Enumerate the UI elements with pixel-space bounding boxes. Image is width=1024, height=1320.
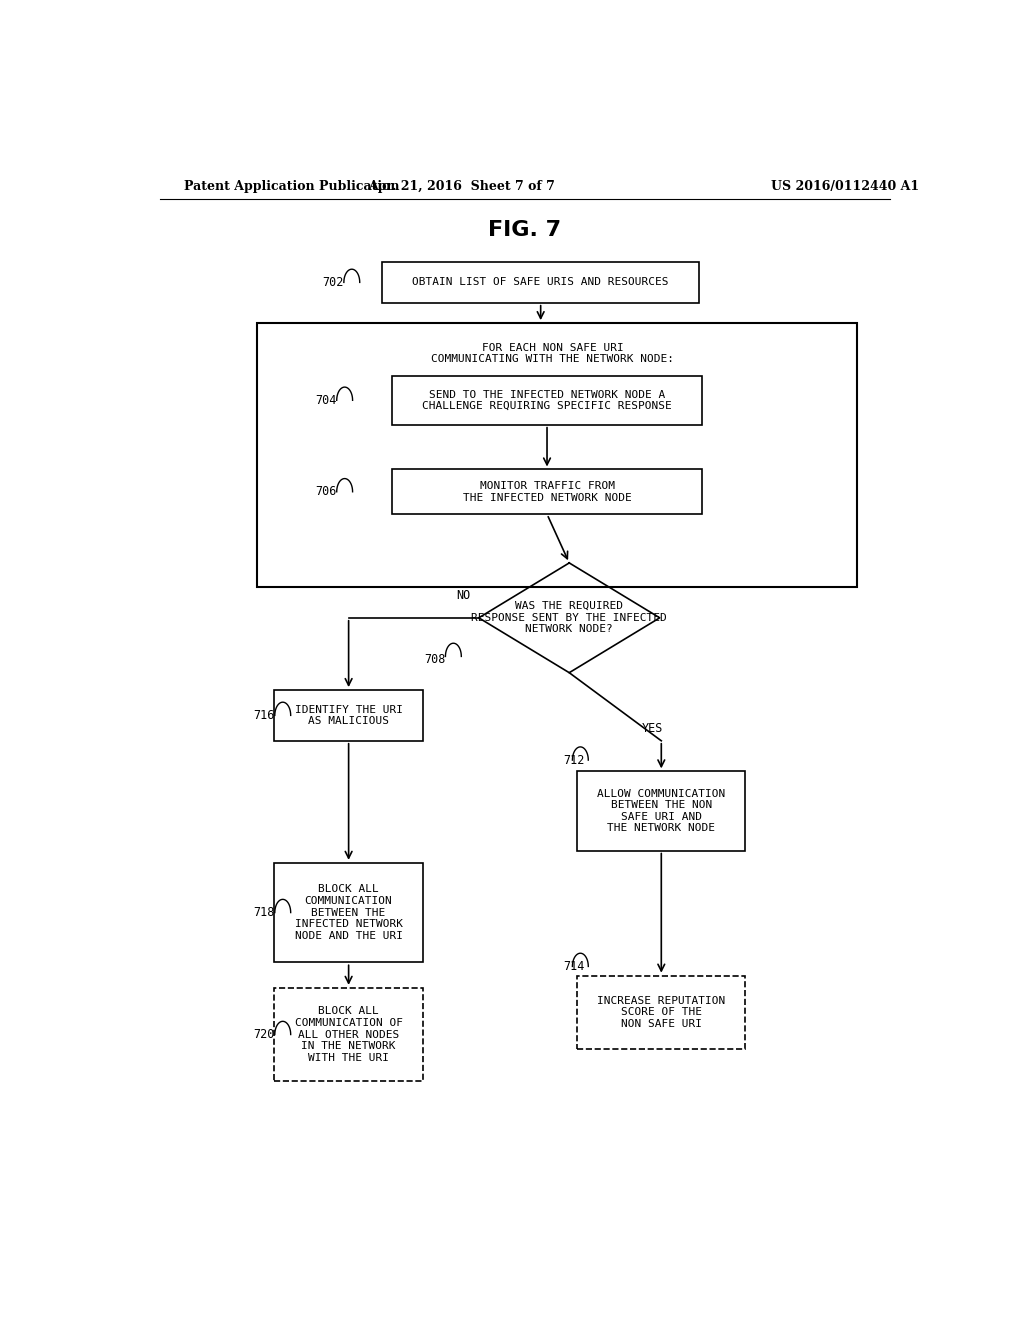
Text: Patent Application Publication: Patent Application Publication xyxy=(183,181,399,193)
Text: FIG. 7: FIG. 7 xyxy=(488,219,561,239)
Text: MONITOR TRAFFIC FROM
THE INFECTED NETWORK NODE: MONITOR TRAFFIC FROM THE INFECTED NETWOR… xyxy=(463,480,632,503)
Text: YES: YES xyxy=(641,722,663,735)
FancyBboxPatch shape xyxy=(257,323,856,587)
Text: ALLOW COMMUNICATION
BETWEEN THE NON
SAFE URI AND
THE NETWORK NODE: ALLOW COMMUNICATION BETWEEN THE NON SAFE… xyxy=(597,788,725,833)
FancyBboxPatch shape xyxy=(274,863,423,962)
Text: 702: 702 xyxy=(323,276,344,289)
Text: 720: 720 xyxy=(254,1028,274,1041)
Text: IDENTIFY THE URI
AS MALICIOUS: IDENTIFY THE URI AS MALICIOUS xyxy=(295,705,402,726)
Text: Apr. 21, 2016  Sheet 7 of 7: Apr. 21, 2016 Sheet 7 of 7 xyxy=(368,181,555,193)
Text: 718: 718 xyxy=(254,906,274,919)
FancyBboxPatch shape xyxy=(392,376,701,425)
Text: US 2016/0112440 A1: US 2016/0112440 A1 xyxy=(771,181,919,193)
FancyBboxPatch shape xyxy=(382,263,699,302)
Text: INCREASE REPUTATION
SCORE OF THE
NON SAFE URI: INCREASE REPUTATION SCORE OF THE NON SAF… xyxy=(597,995,725,1028)
Text: OBTAIN LIST OF SAFE URIS AND RESOURCES: OBTAIN LIST OF SAFE URIS AND RESOURCES xyxy=(413,277,669,288)
FancyBboxPatch shape xyxy=(392,470,701,515)
FancyBboxPatch shape xyxy=(578,975,745,1049)
FancyBboxPatch shape xyxy=(274,690,423,741)
Text: NO: NO xyxy=(457,589,471,602)
Text: 714: 714 xyxy=(563,960,585,973)
Text: BLOCK ALL
COMMUNICATION
BETWEEN THE
INFECTED NETWORK
NODE AND THE URI: BLOCK ALL COMMUNICATION BETWEEN THE INFE… xyxy=(295,884,402,941)
FancyBboxPatch shape xyxy=(274,987,423,1081)
Text: WAS THE REQUIRED
RESPONSE SENT BY THE INFECTED
NETWORK NODE?: WAS THE REQUIRED RESPONSE SENT BY THE IN… xyxy=(471,601,667,635)
Text: SEND TO THE INFECTED NETWORK NODE A
CHALLENGE REQUIRING SPECIFIC RESPONSE: SEND TO THE INFECTED NETWORK NODE A CHAL… xyxy=(422,389,672,411)
Text: FOR EACH NON SAFE URI
COMMUNICATING WITH THE NETWORK NODE:: FOR EACH NON SAFE URI COMMUNICATING WITH… xyxy=(431,343,674,364)
Text: 708: 708 xyxy=(424,653,445,667)
Text: 704: 704 xyxy=(315,393,337,407)
Text: 716: 716 xyxy=(254,709,274,722)
Text: 712: 712 xyxy=(563,754,585,767)
Text: BLOCK ALL
COMMUNICATION OF
ALL OTHER NODES
IN THE NETWORK
WITH THE URI: BLOCK ALL COMMUNICATION OF ALL OTHER NOD… xyxy=(295,1006,402,1063)
FancyBboxPatch shape xyxy=(578,771,745,850)
Text: 706: 706 xyxy=(315,486,337,498)
